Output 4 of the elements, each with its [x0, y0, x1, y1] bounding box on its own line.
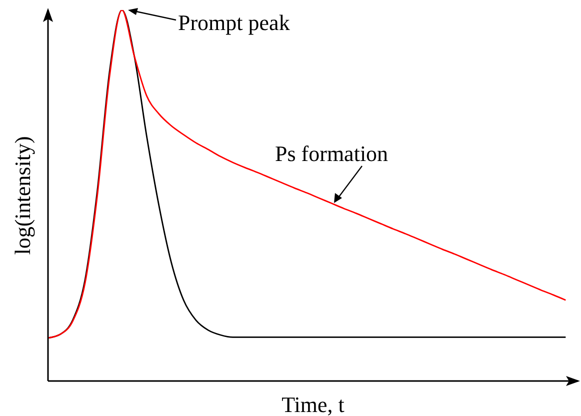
annotation: Ps formation	[275, 141, 388, 166]
annotation: Prompt peak	[178, 10, 290, 35]
x-axis-title: Time, t	[282, 392, 344, 416]
y-axis-title: log(intensity)	[10, 136, 35, 255]
